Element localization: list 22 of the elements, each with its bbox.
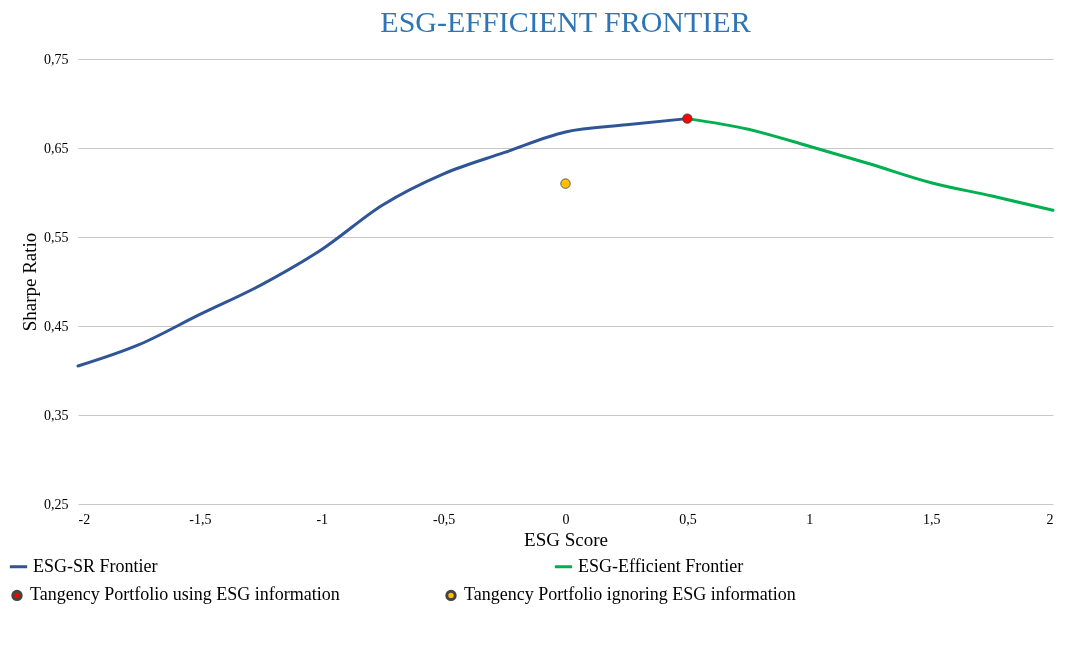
x-tick-label: -2 — [78, 511, 91, 527]
legend-label: ESG-SR Frontier — [33, 555, 158, 576]
x-axis-title: ESG Score — [524, 528, 608, 550]
y-tick-label: 0,55 — [44, 229, 69, 245]
x-tick-label: -1 — [316, 511, 329, 527]
x-tick-label: 1 — [806, 511, 814, 527]
y-tick-label: 0,75 — [44, 51, 69, 67]
y-tick-label: 0,35 — [44, 407, 69, 423]
y-axis-title: Sharpe Ratio — [19, 232, 40, 332]
x-tick-label: -0,5 — [433, 511, 456, 527]
y-tick-label: 0,65 — [44, 140, 69, 156]
x-tick-label: 2 — [1046, 511, 1054, 527]
legend-label: Tangency Portfolio ignoring ESG information — [464, 584, 796, 605]
y-tick-label: 0,45 — [44, 318, 69, 334]
x-tick-label: 1,5 — [922, 511, 941, 527]
legend-label: Tangency Portfolio using ESG information — [30, 584, 340, 605]
y-tick-label: 0,25 — [44, 496, 69, 512]
x-tick-label: 0,5 — [679, 511, 697, 527]
legend-label: ESG-Efficient Frontier — [578, 555, 744, 576]
chart-title: ESG-EFFICIENT FRONTIER — [380, 5, 751, 38]
x-tick-label: -1,5 — [189, 511, 212, 527]
x-tick-label: 0 — [562, 511, 570, 527]
